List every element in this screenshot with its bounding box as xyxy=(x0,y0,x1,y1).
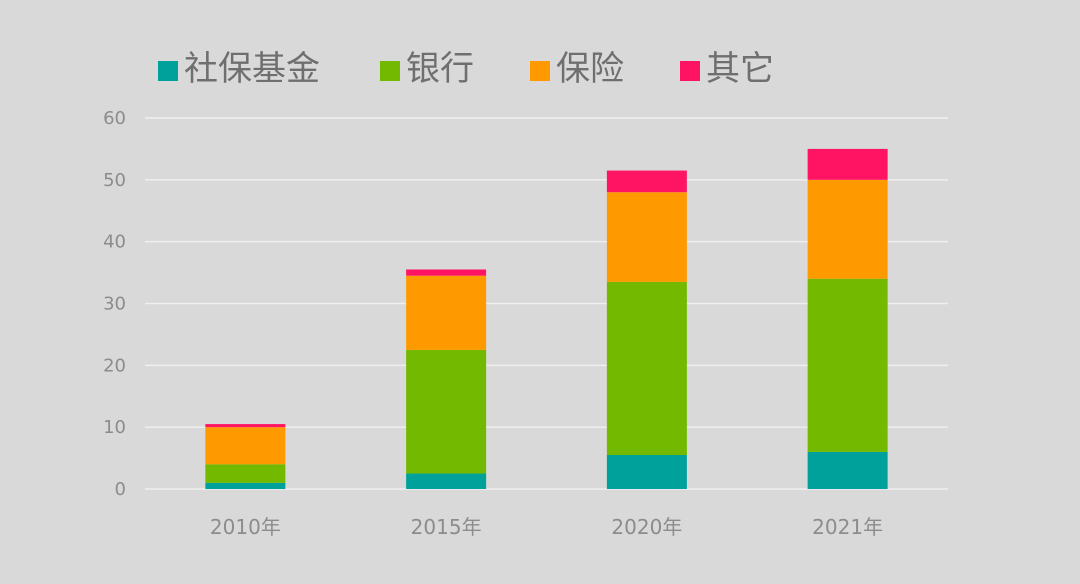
bar-3-series-1 xyxy=(606,454,687,489)
y-tick-label-10: 10 xyxy=(103,417,126,438)
legend-label-1: 社保基金 xyxy=(184,49,320,89)
bar-3-series-4 xyxy=(606,170,687,193)
legend-swatch-3 xyxy=(530,61,550,81)
x-axis-categories: 2010年 2015年 2020年 2021年 xyxy=(210,515,883,539)
bar-1-series-3 xyxy=(205,427,286,465)
bar-4-series-3 xyxy=(807,179,888,279)
x-category-label-2: 2015年 xyxy=(411,515,482,539)
legend-swatch-1 xyxy=(158,61,178,81)
bar-3-series-2 xyxy=(606,281,687,455)
legend-swatch-4 xyxy=(680,61,700,81)
y-axis-ticks: 0 10 20 30 40 50 60 xyxy=(103,108,126,500)
y-tick-label-40: 40 xyxy=(103,232,126,253)
y-tick-label-20: 20 xyxy=(103,355,126,376)
bar-1-series-2 xyxy=(205,464,286,483)
bar-3-series-3 xyxy=(606,192,687,282)
legend-label-3: 保险 xyxy=(556,49,624,89)
x-category-label-3: 2020年 xyxy=(611,515,682,539)
bar-2-series-2 xyxy=(406,349,487,474)
bar-2-series-4 xyxy=(406,269,487,276)
bar-2-series-3 xyxy=(406,275,487,350)
bar-4-series-1 xyxy=(807,451,888,489)
bar-1-series-4 xyxy=(205,424,286,428)
y-tick-label-30: 30 xyxy=(103,294,126,315)
bar-4-series-4 xyxy=(807,148,888,180)
bars xyxy=(205,148,888,489)
legend-label-4: 其它 xyxy=(706,49,774,89)
bar-1-series-1 xyxy=(205,482,286,489)
y-tick-label-60: 60 xyxy=(103,108,126,129)
legend-swatch-2 xyxy=(380,61,400,81)
x-category-label-1: 2010年 xyxy=(210,515,281,539)
bar-2-series-1 xyxy=(406,473,487,489)
y-tick-label-50: 50 xyxy=(103,170,126,191)
legend-label-2: 银行 xyxy=(406,49,474,89)
y-tick-label-0: 0 xyxy=(115,479,126,500)
legend: 社保基金 银行 保险 其它 xyxy=(158,49,774,89)
x-category-label-4: 2021年 xyxy=(812,515,883,539)
bar-4-series-2 xyxy=(807,278,888,452)
